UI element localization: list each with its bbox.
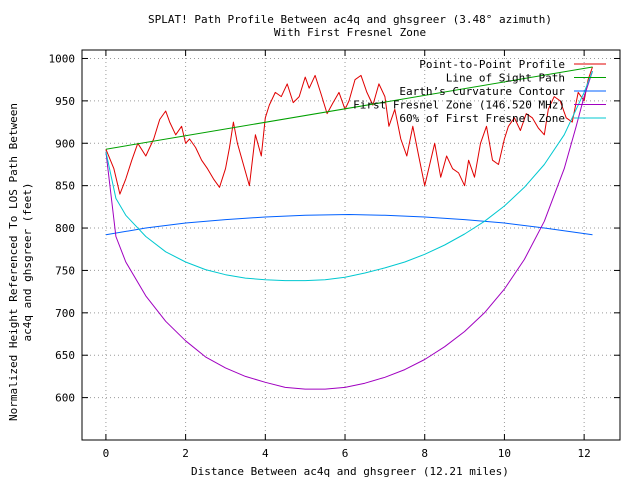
x-axis-label: Distance Between ac4q and ghsgreer (12.2… [191, 465, 509, 478]
grid [82, 50, 620, 440]
legend-label: Line of Sight Path [446, 72, 565, 85]
x-tick-label: 0 [103, 447, 110, 460]
y-tick-label: 800 [55, 222, 75, 235]
x-tick-label: 6 [342, 447, 349, 460]
x-tick-label: 10 [498, 447, 511, 460]
y-tick-label: 750 [55, 264, 75, 277]
y-axis-label: Normalized Height Referenced To LOS Path… [7, 103, 20, 421]
y-tick-label: 700 [55, 307, 75, 320]
legend-label: First Fresnel Zone (146.520 MHz) [353, 99, 565, 112]
chart-title: SPLAT! Path Profile Between ac4q and ghs… [148, 13, 552, 26]
legend-label: Earth’s Curvature Contour [399, 85, 565, 98]
y-tick-label: 900 [55, 137, 75, 150]
y-tick-label: 650 [55, 349, 75, 362]
series-line-line-of-sight-path [105, 66, 593, 150]
chart-subtitle: With First Fresnel Zone [274, 26, 426, 39]
axis-ticks: 0 2 4 6 8 10 12 600 650 700 750 800 850 900 950 1000 [49, 50, 620, 460]
x-tick-label: 8 [421, 447, 428, 460]
y-axis-label-line-2: ac4q and ghsgreer (feet) [21, 183, 34, 342]
legend-label: Point-to-Point Profile [419, 58, 565, 71]
x-tick-label: 12 [578, 447, 591, 460]
series-line-first-fresnel-zone-146-520-mhz [105, 71, 593, 390]
series-line-earth-s-curvature-contour [105, 214, 593, 236]
plot-frame [81, 49, 621, 441]
legend-label: 60% of First Fresnel Zone [399, 112, 565, 125]
y-tick-label: 850 [55, 180, 75, 193]
series-line-point-to-point-profile [105, 66, 593, 195]
series-line-60-of-first-fresnel-zone [105, 71, 593, 282]
y-tick-label: 600 [55, 392, 75, 405]
y-tick-label: 950 [55, 95, 75, 108]
y-tick-label: 1000 [49, 52, 76, 65]
series-layer [105, 66, 593, 390]
x-tick-label: 2 [182, 447, 189, 460]
x-tick-label: 4 [262, 447, 269, 460]
